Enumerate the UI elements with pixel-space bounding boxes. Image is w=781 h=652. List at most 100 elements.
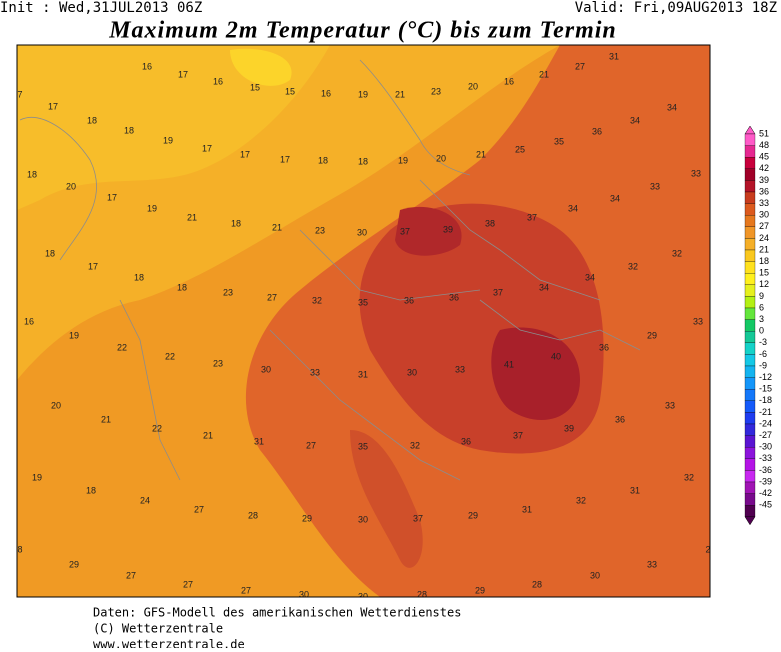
temperature-label: 36: [404, 295, 414, 305]
colorbar-segment: [744, 145, 756, 158]
temperature-label: 31: [254, 436, 264, 446]
temperature-label: 32: [576, 495, 586, 505]
temperature-label: 18: [358, 156, 368, 166]
colorbar-segment: [744, 481, 756, 494]
temperature-label: 30: [357, 227, 367, 237]
temperature-label: 29: [468, 510, 478, 520]
colorbar-segment: [744, 226, 756, 239]
colorbar-cap: [744, 125, 756, 135]
temperature-label: 22: [117, 342, 127, 352]
temperature-label: 18: [27, 169, 37, 179]
temperature-label: 23: [213, 358, 223, 368]
temperature-label: 34: [630, 115, 640, 125]
init-text: Init : Wed,31JUL2013 06Z: [0, 0, 202, 16]
colorbar-label: 51: [759, 128, 769, 138]
temperature-label: 34: [667, 102, 677, 112]
temperature-label: 23: [223, 287, 233, 297]
temperature-label: 19: [358, 89, 368, 99]
colorbar-label: 42: [759, 163, 769, 173]
temperature-label: 35: [358, 441, 368, 451]
temperature-label: 19: [147, 203, 157, 213]
temperature-label: 21: [101, 414, 111, 424]
temperature-label: 20: [468, 81, 478, 91]
colorbar-label: -18: [759, 395, 772, 405]
temperature-label: 19: [163, 135, 173, 145]
temperature-label: 18: [124, 125, 134, 135]
temperature-label: 31: [522, 504, 532, 514]
temperature-label: 27: [306, 440, 316, 450]
map: 16 17 16 15 15 16 19 21 23 20 16 21 27 31 7 17 18 18 19 17 1…: [17, 45, 710, 597]
temperature-label: 32: [672, 248, 682, 258]
temperature-label: 16: [321, 88, 331, 98]
temperature-label: 16: [504, 76, 514, 86]
colorbar-segment: [744, 133, 756, 146]
temperature-label: 29: [69, 559, 79, 569]
colorbar-label: 0: [759, 326, 764, 336]
footer-text: Daten: GFS-Modell des amerikanischen Wet…: [93, 606, 461, 620]
temperature-label: 36: [592, 126, 602, 136]
colorbar-segment: [744, 307, 756, 320]
colorbar-label: -27: [759, 430, 772, 440]
colorbar-label: -30: [759, 442, 772, 452]
temperature-label: 29: [302, 513, 312, 523]
borders: [19, 59, 641, 481]
colorbar-label: 39: [759, 175, 769, 185]
temperature-label: 30: [407, 367, 417, 377]
colorbar-segment: [744, 470, 756, 483]
colorbar-segment: [744, 168, 756, 181]
colorbar-segment: [744, 331, 756, 343]
temperature-label: 20: [66, 181, 76, 191]
temperature-label: 31: [609, 51, 619, 61]
temperature-label: 2: [705, 544, 710, 554]
colorbar-segment: [744, 377, 756, 390]
temperature-label: 34: [585, 272, 595, 282]
temperature-label: 40: [551, 351, 561, 361]
colorbar-segment: [744, 296, 756, 309]
temperature-label: 17: [178, 69, 188, 79]
temperature-label: 18: [134, 272, 144, 282]
temperature-label: 22: [152, 423, 162, 433]
colorbar-segment: [744, 354, 756, 367]
temperature-label: 37: [400, 226, 410, 236]
temperature-label: 35: [554, 136, 564, 146]
colorbar-segment: [744, 191, 756, 204]
temperature-label: 17: [202, 143, 212, 153]
temperature-label: 29: [647, 330, 657, 340]
temperature-label: 19: [69, 330, 79, 340]
temperature-label: 28: [532, 579, 542, 589]
colorbar-label: 18: [759, 256, 769, 266]
temperature-label: 17: [88, 261, 98, 271]
colorbar-segment: [744, 215, 756, 227]
zone: [230, 48, 292, 86]
temperature-label: 34: [539, 282, 549, 292]
temperature-label: 23: [315, 225, 325, 235]
colorbar-segment: [744, 157, 756, 169]
title: Maximum 2m Temperatur (°C) bis zum Termi…: [108, 18, 617, 44]
temperature-label: 18: [318, 155, 328, 165]
colorbar-segment: [744, 342, 756, 355]
temperature-label: 39: [564, 423, 574, 433]
temperature-label: 33: [647, 559, 657, 569]
temperature-label: 21: [272, 222, 282, 232]
colorbar-segment: [744, 319, 756, 332]
footer-text: www.wetterzentrale.de: [93, 638, 245, 649]
colorbar-segment: [744, 447, 756, 459]
temperature-label: 25: [515, 144, 525, 154]
temperature-label: 37: [413, 513, 423, 523]
colorbar-label: 9: [759, 291, 764, 301]
temperature-label: 30: [358, 514, 368, 524]
temperature-label: 21: [539, 69, 549, 79]
colorbar-label: -42: [759, 488, 772, 498]
temperature-label: 30: [590, 570, 600, 580]
colorbar-label: 48: [759, 140, 769, 150]
temperature-label: 28: [248, 510, 258, 520]
zone: [350, 430, 423, 568]
footer-text: (C) Wetterzentrale: [93, 622, 223, 636]
temperature-label: 19: [398, 155, 408, 165]
temperature-label: 36: [449, 292, 459, 302]
temperature-label: 16: [24, 316, 34, 326]
temperature-label: 27: [194, 504, 204, 514]
temperature-label: 33: [665, 400, 675, 410]
temperature-label: 18: [45, 248, 55, 258]
